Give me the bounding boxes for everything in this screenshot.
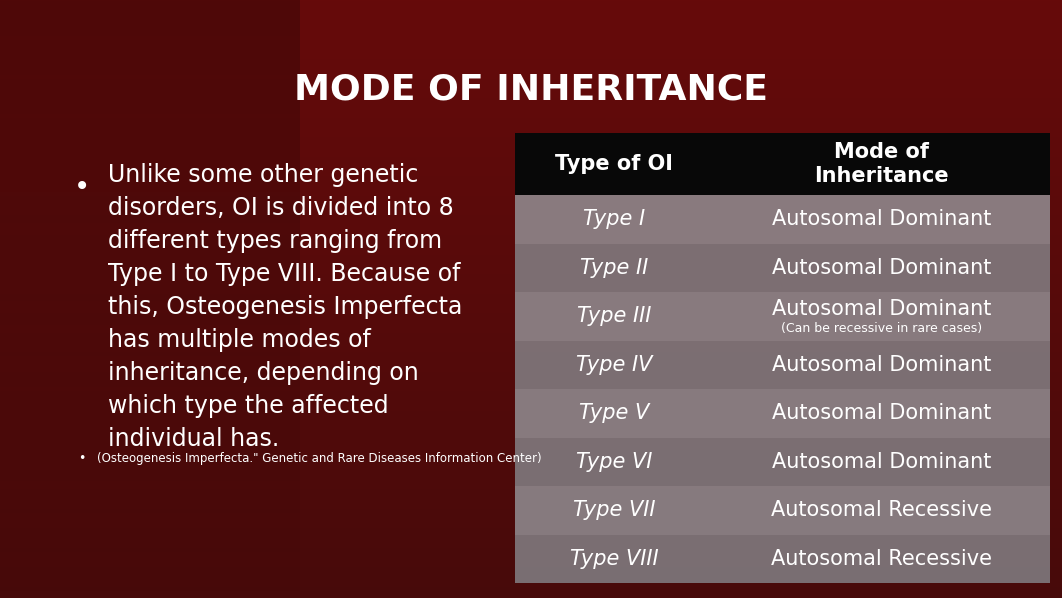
Bar (515, 195, 1050, 243)
Text: Autosomal Dominant: Autosomal Dominant (772, 403, 991, 423)
Text: has multiple modes of: has multiple modes of (108, 328, 371, 352)
Text: Autosomal Dominant: Autosomal Dominant (772, 209, 991, 229)
Bar (515, 340, 1050, 389)
Text: Autosomal Dominant: Autosomal Dominant (772, 451, 991, 472)
Bar (515, 243, 1050, 292)
Bar (515, 133, 1050, 195)
Bar (515, 486, 1050, 535)
Text: individual has.: individual has. (108, 427, 279, 451)
Bar (515, 389, 1050, 438)
Text: Type IV: Type IV (576, 355, 652, 375)
Text: Type I to Type VIII. Because of: Type I to Type VIII. Because of (108, 262, 461, 286)
Text: inheritance, depending on: inheritance, depending on (108, 361, 418, 385)
Bar (515, 438, 1050, 486)
Text: •: • (79, 452, 86, 465)
Text: Type V: Type V (579, 403, 649, 423)
Text: different types ranging from: different types ranging from (108, 229, 442, 253)
Text: Autosomal Dominant: Autosomal Dominant (772, 258, 991, 277)
Text: Type of OI: Type of OI (555, 154, 673, 174)
Text: Type II: Type II (580, 258, 648, 277)
Text: this, Osteogenesis Imperfecta: this, Osteogenesis Imperfecta (108, 295, 462, 319)
Text: MODE OF INHERITANCE: MODE OF INHERITANCE (294, 73, 768, 107)
Text: Autosomal Dominant: Autosomal Dominant (772, 355, 991, 375)
Text: Autosomal Recessive: Autosomal Recessive (771, 549, 992, 569)
Text: disorders, OI is divided into 8: disorders, OI is divided into 8 (108, 196, 453, 220)
Text: Type VIII: Type VIII (569, 549, 658, 569)
Text: which type the affected: which type the affected (108, 394, 389, 418)
Text: Type VII: Type VII (572, 501, 655, 520)
Text: Type III: Type III (577, 306, 651, 327)
Text: Autosomal Dominant: Autosomal Dominant (772, 299, 991, 319)
Text: Type VI: Type VI (576, 451, 652, 472)
Bar (515, 292, 1050, 340)
Text: Type I: Type I (583, 209, 645, 229)
Text: Autosomal Recessive: Autosomal Recessive (771, 501, 992, 520)
Text: Mode of
Inheritance: Mode of Inheritance (815, 142, 948, 187)
Bar (515, 535, 1050, 583)
Text: (Can be recessive in rare cases): (Can be recessive in rare cases) (781, 322, 982, 335)
Text: Unlike some other genetic: Unlike some other genetic (108, 163, 418, 187)
Text: (Osteogenesis Imperfecta." Genetic and Rare Diseases Information Center): (Osteogenesis Imperfecta." Genetic and R… (97, 452, 542, 465)
Text: •: • (74, 173, 90, 201)
